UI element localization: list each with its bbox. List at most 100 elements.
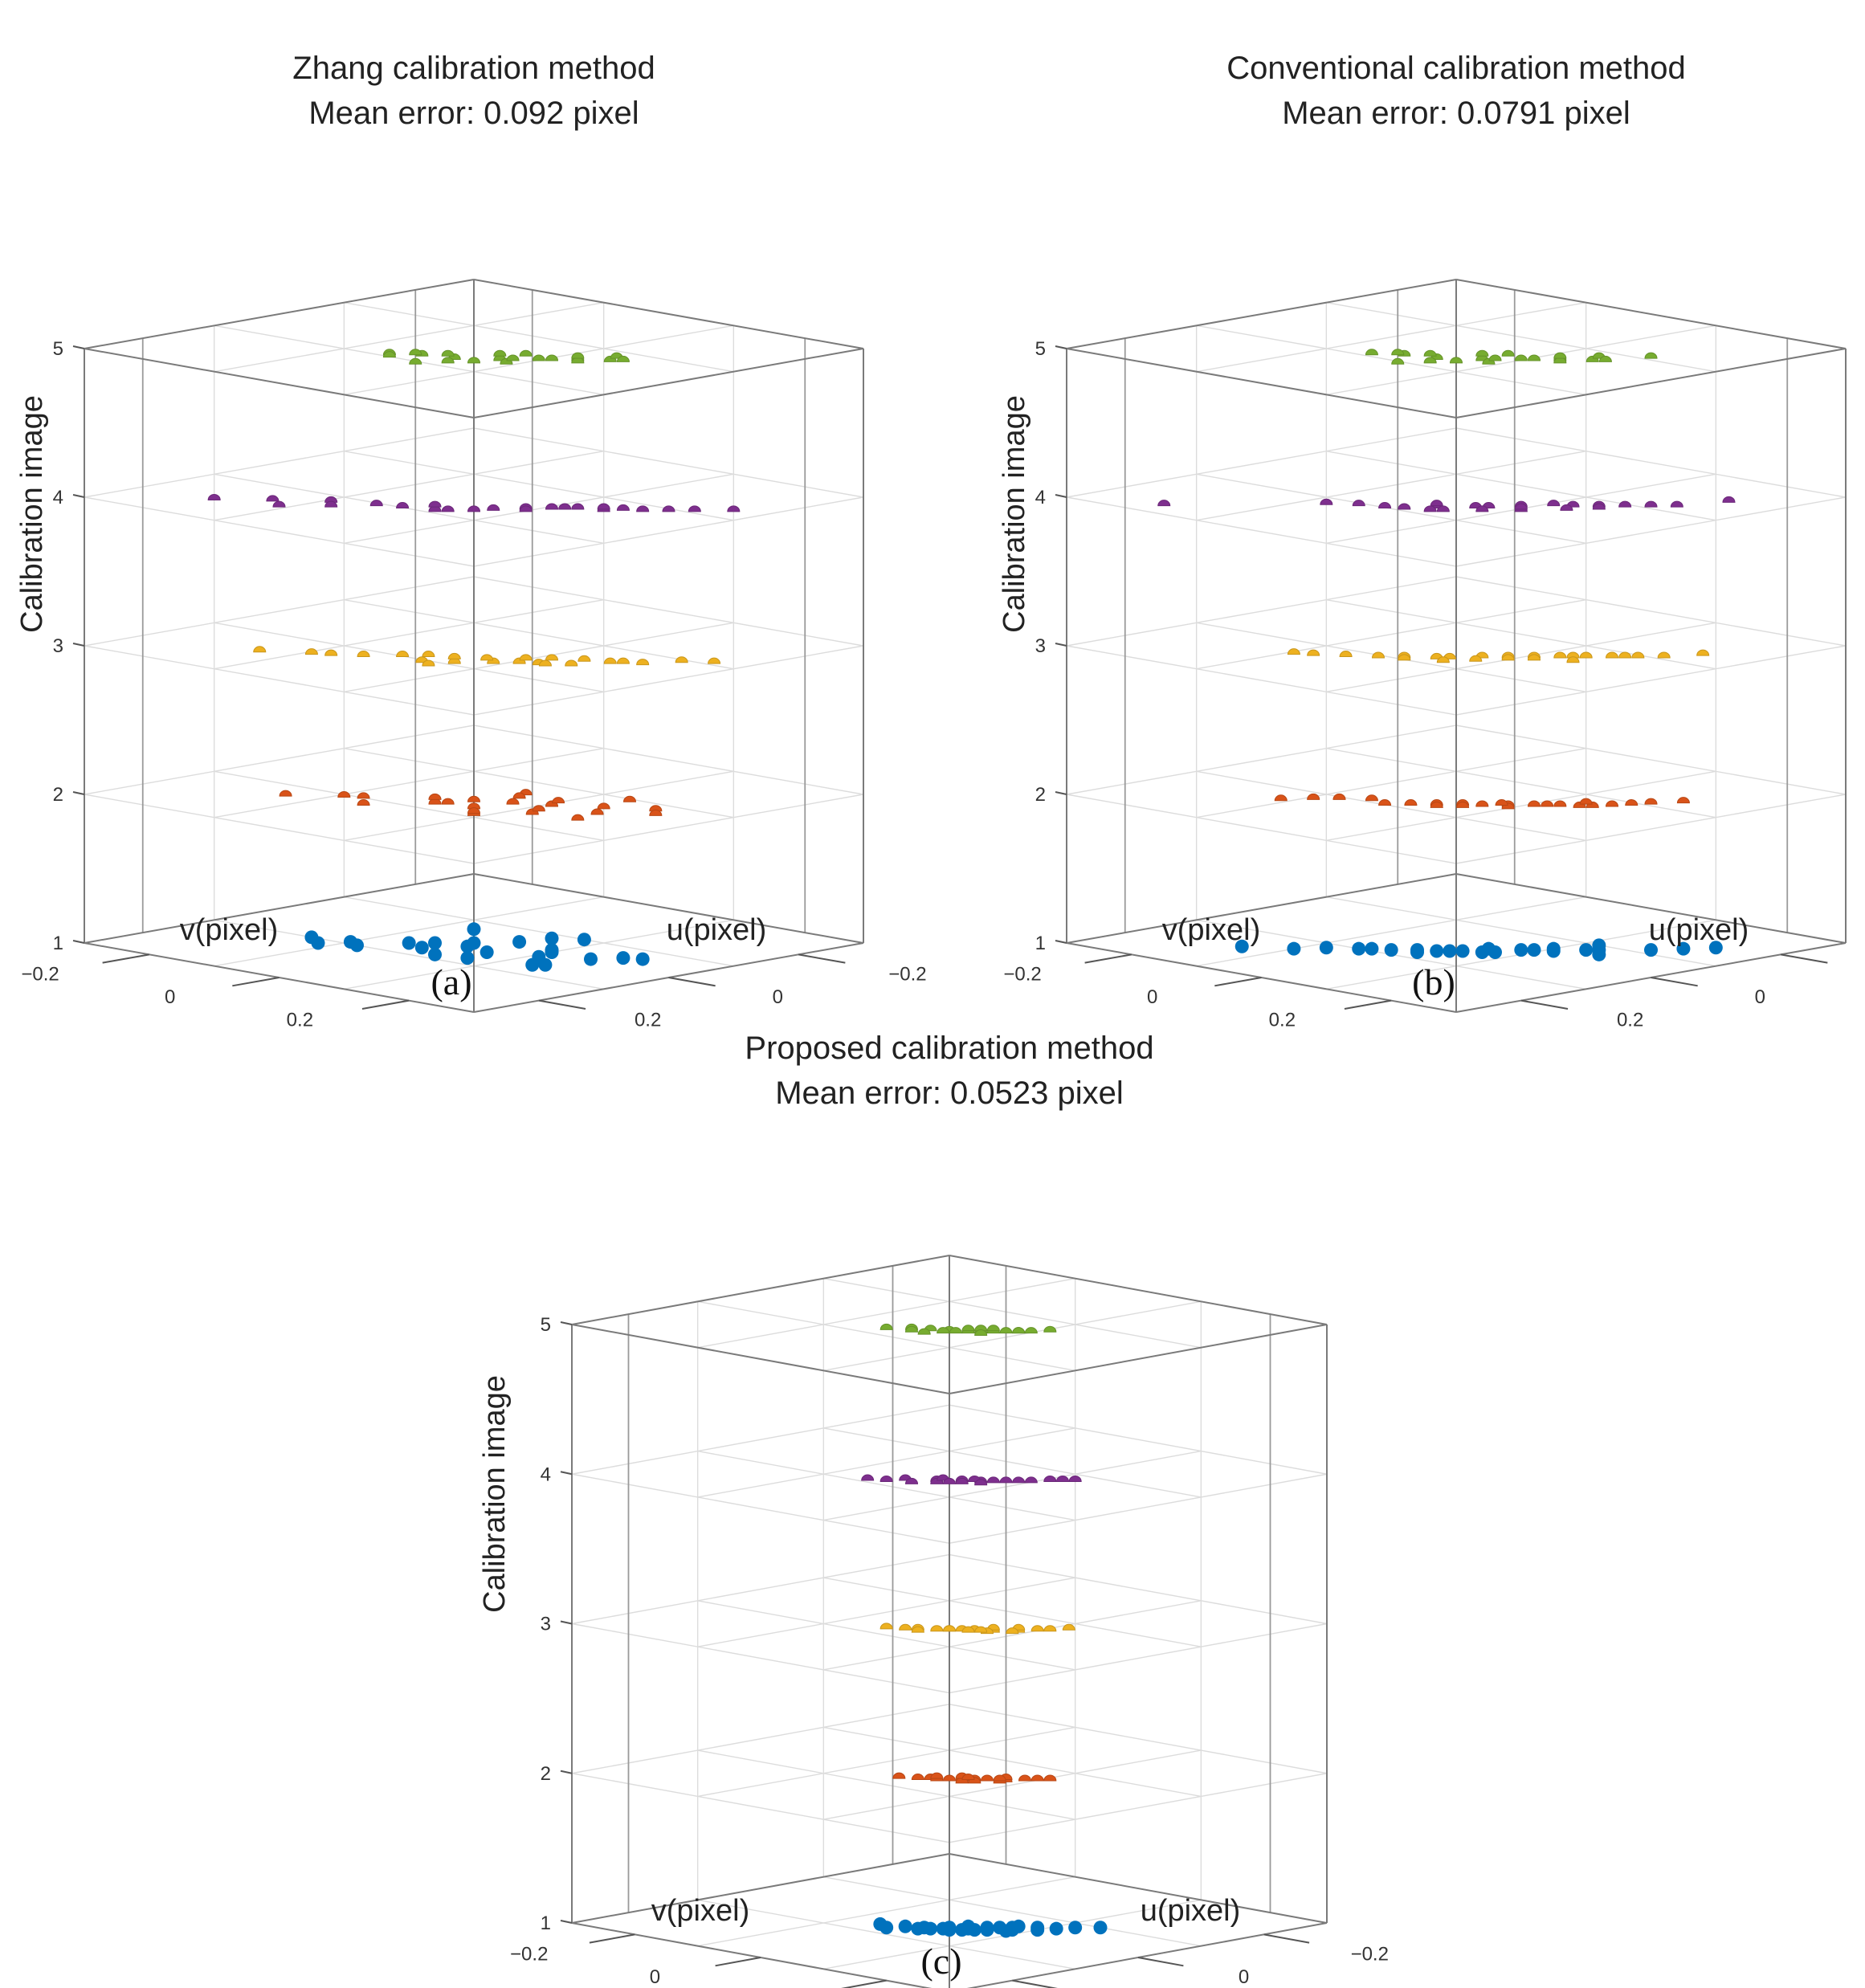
a-v-tick-label-1: 0 [773,986,783,1008]
b-series-5-point-15 [1553,352,1567,359]
c-series-3-point-17 [1006,1627,1019,1635]
a-series-4-point-17 [727,505,741,512]
b-series-1-point-22 [1579,943,1594,957]
b-series-2-point-23 [1625,799,1639,806]
b-series-1-point-19 [1546,944,1561,958]
c-box-edge-11 [571,1922,932,1988]
a-z-tick-label-3: 4 [53,487,63,508]
b-z-tick-mark-2 [1055,643,1067,647]
b-grid-v-1-2 [1196,770,1586,842]
b-series-3-point-23 [1566,656,1580,663]
b-grid-v-3-3 [1066,496,1457,567]
a-series-3-point-23 [538,659,552,667]
b-series-3-point-15 [1696,649,1710,656]
c-series-3-point-12 [1030,1625,1044,1632]
c-grid-u-3-3 [949,1473,1328,1544]
c-grid-v-0-1 [823,1876,1202,1947]
b-grid-v-1-3 [1066,794,1457,864]
panel-c-v-axis-label: v(pixel) [651,1894,749,1928]
b-grid-u-0-1 [1196,896,1586,967]
a-u-tick-mark-2 [361,999,410,1010]
c-grid-u-1-3 [949,1773,1328,1843]
a-grid-u-2-2 [344,622,734,693]
c-grid-u-1-2 [823,1749,1202,1820]
a-series-2-point-4 [597,802,610,810]
c-series-2-point-17 [1043,1774,1057,1782]
panel-a-v-axis-label: v(pixel) [180,913,278,947]
b-u-tick-label-2: 0.2 [1269,1010,1296,1031]
a-series-2-point-19 [467,807,481,814]
b-series-1-point-24 [1527,943,1541,957]
a-series-1-point-24 [460,939,475,953]
b-series-1-point-20 [1488,945,1502,959]
c-series-1-point-6 [898,1919,912,1933]
a-series-1-point-23 [584,952,598,966]
b-series-3-point-7 [1657,651,1671,659]
a-grid-v-3-1 [344,450,734,521]
a-box-edge-6 [84,348,475,418]
c-grid-v-3-1 [823,1427,1202,1498]
b-grid-u-2-1 [1196,598,1586,670]
a-series-2-point-1 [467,802,481,810]
b-series-2-point-18 [1541,800,1554,807]
a-series-1-point-22 [402,936,416,950]
a-series-3-point-6 [357,651,370,658]
a-series-1-point-17 [635,952,650,966]
c-box-edge-8 [949,1853,1328,1924]
a-grid-u-1-3 [473,794,864,864]
c-grid-v-3-0 [949,1404,1328,1475]
a-u-tick-label-1: 0 [165,986,175,1008]
b-series-2-point-16 [1605,800,1619,807]
c-z-tick-label-1: 2 [541,1763,551,1785]
a-grid-v-2-1 [344,598,734,670]
a-series-5-point-4 [493,349,507,357]
b-grid-u-1-3 [1455,794,1847,864]
c-series-2-point-16 [930,1772,944,1779]
b-series-5-point-4 [1475,349,1489,357]
a-series-3-point-0 [253,646,267,653]
c-series-5-point-18 [986,1325,1000,1332]
c-box-edge-7 [571,1255,950,1325]
b-v-tick-mark-2 [1520,999,1569,1010]
a-series-3-point-5 [616,657,630,664]
a-series-3-point-20 [422,659,435,667]
a-series-5-point-21 [409,349,422,356]
c-grid-v-3-2 [697,1450,1075,1521]
c-grid-u-2-0 [571,1553,950,1625]
c-series-1-point-23 [1011,1919,1026,1933]
b-series-2-point-17 [1456,801,1470,808]
a-series-4-point-21 [616,504,630,511]
c-z-tick-mark-0 [560,1920,573,1924]
a-grid-v-1-0 [473,725,864,795]
a-series-1-point-2 [414,941,429,955]
b-z-tick-mark-3 [1055,494,1067,498]
a-series-3-point-16 [519,654,533,661]
b-series-5-point-11 [1423,357,1437,364]
b-grid-v-2-0 [1455,576,1847,647]
c-z-tick-mark-4 [560,1321,573,1325]
panel-b-title: Conventional calibration method [1226,51,1685,86]
b-z-tick-label-0: 1 [1035,933,1046,954]
c-grid-v-2-2 [697,1600,1075,1671]
b-u-tick-mark-0 [1084,953,1132,964]
b-series-4-point-20 [1378,502,1392,509]
c-series-1-point-17 [936,1921,950,1936]
b-grid-v-3-2 [1196,473,1586,545]
c-grid-u-1-1 [697,1726,1075,1798]
b-z-tick-mark-1 [1055,791,1067,795]
b-series-3-point-16 [1469,655,1483,662]
a-series-1-point-19 [460,951,475,965]
panel-b-v-axis-label: v(pixel) [1162,913,1260,947]
a-v-tick-label-2: 0.2 [635,1010,661,1031]
b-series-5-point-18 [1391,357,1405,365]
a-grid-u-0-1 [214,896,604,967]
b-grid-v-1-1 [1326,747,1716,818]
a-series-1-point-9 [467,922,481,937]
a-series-4-point-18 [272,500,286,508]
a-grid-v-2-2 [214,622,604,693]
b-series-1-point-14 [1708,941,1723,955]
c-u-tick-label-0: −0.2 [510,1943,548,1965]
c-box-edge-6 [571,1324,950,1394]
c-grid-v-3-3 [571,1473,950,1544]
a-series-4-point-15 [324,500,338,508]
